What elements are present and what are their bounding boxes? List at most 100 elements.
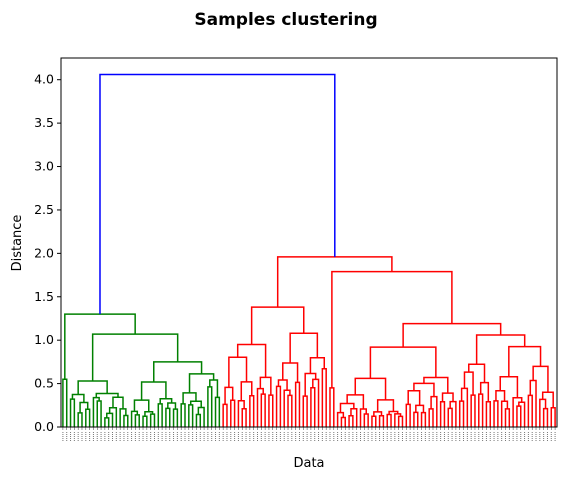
green-cluster-link <box>134 414 140 427</box>
green-cluster-link <box>195 413 202 427</box>
green-cluster-link <box>91 333 179 381</box>
red-cluster-link <box>550 406 556 427</box>
green-cluster-link <box>153 361 203 383</box>
red-cluster-link <box>331 270 453 388</box>
red-cluster-link <box>529 379 537 427</box>
y-axis-label: Distance <box>10 215 25 272</box>
red-cluster-link <box>441 392 454 402</box>
red-cluster-link <box>386 413 392 427</box>
root-link <box>99 73 336 315</box>
red-cluster-link <box>260 393 266 427</box>
green-cluster-link <box>85 408 91 427</box>
y-tick-label: 1.0 <box>34 332 54 347</box>
green-cluster-link <box>62 378 68 427</box>
red-cluster-link <box>302 395 308 427</box>
red-cluster-link <box>294 381 301 427</box>
green-cluster-link <box>64 313 136 380</box>
green-cluster-link <box>172 408 179 427</box>
red-cluster-link <box>413 411 419 427</box>
red-cluster-link <box>256 387 264 427</box>
green-cluster-link <box>77 380 108 395</box>
red-cluster-link <box>478 393 484 427</box>
red-cluster-link <box>376 399 395 412</box>
red-cluster-link <box>458 400 465 427</box>
y-tick-label: 2.0 <box>34 245 54 260</box>
red-cluster-link <box>275 385 282 427</box>
red-cluster-link <box>250 306 305 345</box>
red-cluster-link <box>237 400 245 427</box>
y-tick-label: 0.0 <box>34 419 54 434</box>
red-cluster-link <box>321 368 327 427</box>
green-cluster-link <box>142 415 148 427</box>
red-cluster-link <box>468 363 486 383</box>
red-cluster-link <box>532 365 549 393</box>
green-cluster-link <box>165 407 171 427</box>
red-cluster-link <box>354 377 387 400</box>
red-cluster-link <box>363 413 369 427</box>
red-cluster-link <box>230 399 236 427</box>
green-cluster-link <box>209 379 219 398</box>
red-cluster-link <box>371 415 377 427</box>
red-cluster-link <box>397 415 404 427</box>
red-cluster-link <box>470 394 476 427</box>
red-cluster-link <box>463 371 474 396</box>
red-cluster-link <box>415 404 425 413</box>
red-cluster-link <box>283 389 291 427</box>
y-tick-label: 0.5 <box>34 376 54 391</box>
green-cluster-link <box>96 400 102 427</box>
red-cluster-link <box>289 332 319 364</box>
red-cluster-link <box>304 372 317 397</box>
green-cluster-link <box>167 402 177 410</box>
red-cluster-link <box>541 391 554 408</box>
red-cluster-link <box>439 401 446 427</box>
red-cluster-link <box>539 398 547 427</box>
y-tick-label: 3.5 <box>34 115 54 130</box>
green-cluster-link <box>79 401 89 413</box>
red-cluster-link <box>423 376 449 394</box>
red-cluster-link <box>277 379 288 391</box>
green-cluster-link <box>197 406 205 427</box>
red-cluster-link <box>241 408 247 427</box>
red-cluster-link <box>493 400 499 427</box>
red-cluster-link <box>508 345 542 377</box>
y-axis: 0.0 0.5 1.0 1.5 2.0 2.5 3.0 3.5 4.0 <box>34 72 61 434</box>
green-cluster-link <box>104 417 110 427</box>
red-cluster-link <box>348 415 354 427</box>
red-cluster-link <box>249 395 255 427</box>
green-cluster-link <box>106 412 114 427</box>
green-cluster-link <box>144 411 154 417</box>
red-cluster-link <box>407 389 421 406</box>
y-tick-label: 4.0 <box>34 72 54 87</box>
red-cluster-link <box>222 403 228 427</box>
green-cluster-link <box>180 403 186 427</box>
green-cluster-link <box>182 392 197 404</box>
red-cluster-link <box>500 400 509 427</box>
green-cluster-link <box>214 396 221 427</box>
red-cluster-link <box>268 394 274 427</box>
y-tick-label: 3.0 <box>34 159 54 174</box>
green-cluster-link <box>92 396 100 427</box>
green-cluster-link <box>71 393 85 403</box>
red-cluster-link <box>527 394 533 427</box>
red-cluster-link <box>405 403 411 427</box>
green-cluster-link <box>157 403 163 427</box>
green-cluster-link <box>149 413 156 427</box>
y-tick-label: 2.5 <box>34 202 54 217</box>
green-cluster-link <box>69 398 76 427</box>
green-cluster-link <box>77 412 83 427</box>
red-cluster-link <box>276 256 393 308</box>
red-cluster-link <box>475 334 526 365</box>
red-cluster-link <box>378 414 385 427</box>
red-cluster-link <box>350 407 358 427</box>
red-cluster-link <box>499 376 519 398</box>
y-tick-label: 1.5 <box>34 289 54 304</box>
red-cluster-link <box>312 378 320 427</box>
red-cluster-link <box>485 401 491 427</box>
red-cluster-link <box>460 387 469 427</box>
red-cluster-link <box>359 408 367 427</box>
red-cluster-link <box>346 394 365 409</box>
red-cluster-link <box>259 376 272 396</box>
red-cluster-link <box>516 405 522 427</box>
green-cluster-link <box>207 386 213 427</box>
